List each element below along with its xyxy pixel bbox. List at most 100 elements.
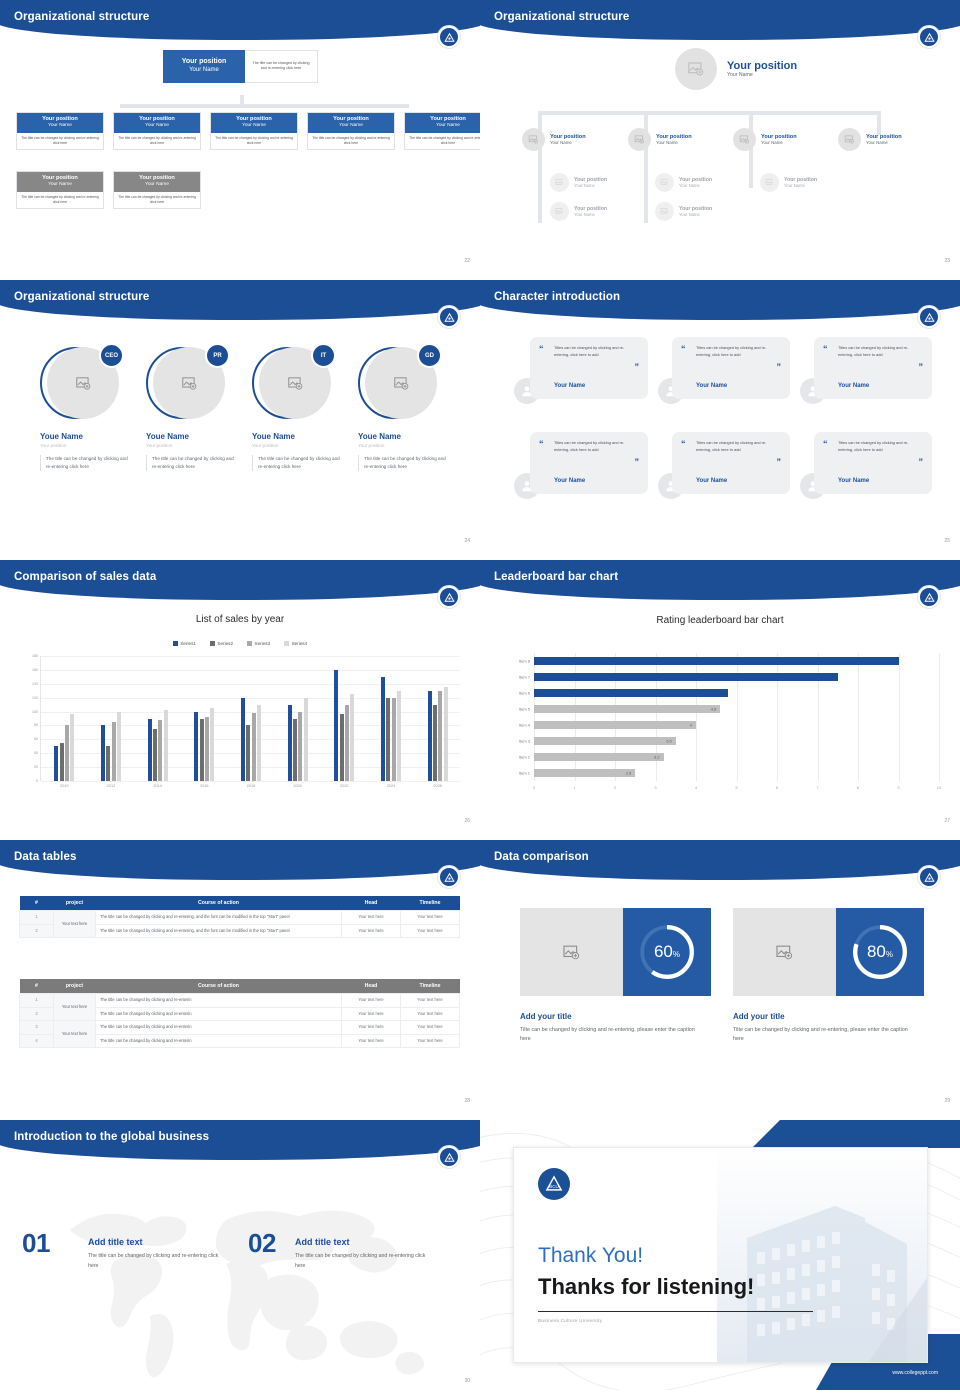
- y-axis-tick: 180: [32, 654, 38, 658]
- org-node[interactable]: Your position Your Name: [733, 128, 797, 151]
- cell-action: The title can be changed by clicking and…: [95, 993, 342, 1008]
- logo-icon: [438, 306, 460, 328]
- y-axis-tick: Item 2: [518, 754, 530, 760]
- block-number: 02: [248, 1228, 276, 1258]
- org-node-name: Your Name: [679, 183, 700, 188]
- org-node[interactable]: Your position Your Name: [655, 202, 712, 221]
- table-row[interactable]: 3 Your text here The title can be change…: [19, 1020, 460, 1049]
- logo-icon: BCU: [538, 1168, 570, 1200]
- quote-text: Titles can be changed by clicking and re…: [838, 345, 909, 357]
- org-node[interactable]: Your position Your Name The title can be…: [113, 171, 201, 210]
- person-position: Your position: [252, 443, 279, 448]
- person-avatar-group[interactable]: GD: [356, 343, 454, 423]
- org-node-head: Your position Your Name: [17, 113, 103, 134]
- photo-placeholder-icon: [655, 173, 674, 192]
- org-node[interactable]: Your position Your Name The title can be…: [113, 112, 201, 151]
- org-node[interactable]: Your position Your Name The title can be…: [16, 112, 104, 151]
- org-node[interactable]: Your position Your Name The title can be…: [404, 112, 480, 151]
- quote-text: Titles can be changed by clicking and re…: [696, 440, 767, 452]
- org-root-node[interactable]: Your position Your Name: [675, 48, 797, 90]
- org-node[interactable]: Your position Your Name: [550, 173, 607, 192]
- person-description: The title can be changed by clicking and…: [146, 455, 238, 472]
- slide-character-introduction: Character introduction “ Titles can be c…: [480, 280, 960, 550]
- person-avatar-group[interactable]: IT: [250, 343, 348, 423]
- table-row[interactable]: 2 The title can be changed by clicking a…: [19, 923, 460, 939]
- person-avatar-group[interactable]: PR: [144, 343, 242, 423]
- grid-line: [41, 725, 460, 727]
- x-axis-tick: 2024: [386, 784, 396, 788]
- cell-index: 3: [19, 1020, 54, 1035]
- org-node[interactable]: Your position Your Name: [760, 173, 817, 192]
- chart-bar: [64, 725, 70, 781]
- slide-data-comparison: Data comparison 60% Add your title Tilte…: [480, 840, 960, 1110]
- table-header-row: # project Course of action Head Timeline: [19, 979, 460, 994]
- org-root-node[interactable]: Your position Your Name The title can be…: [163, 50, 318, 83]
- quote-card[interactable]: “ Titles can be changed by clicking and …: [814, 432, 932, 494]
- block-text: The title can be changed by clicking and…: [295, 1253, 426, 1269]
- org-connector-vertical: [877, 111, 881, 135]
- slide-org-structure-circles: Organizational structure CEO Youe Name Y…: [0, 280, 480, 550]
- quote-card[interactable]: “ Titles can be changed by clicking and …: [530, 432, 648, 494]
- x-axis-tick: 2020: [293, 784, 302, 788]
- legend-label: Series2: [217, 641, 233, 646]
- y-axis-tick: 40: [34, 751, 38, 756]
- quote-open-icon: “: [681, 344, 686, 354]
- org-node-position: Your position: [784, 177, 818, 183]
- photo-placeholder-icon: [655, 202, 674, 221]
- table-row[interactable]: 2 The title can be changed by clicking a…: [19, 1006, 460, 1022]
- donut-ring-icon: [640, 925, 694, 979]
- org-node[interactable]: Your position Your Name: [655, 173, 712, 192]
- org-node-head: Your position Your Name: [114, 113, 200, 134]
- chart-bar: [70, 714, 75, 781]
- chart-bar: [287, 704, 292, 781]
- person-avatar-group[interactable]: CEO: [38, 343, 136, 423]
- org-node[interactable]: Your position Your Name The title can be…: [307, 112, 395, 151]
- quote-card[interactable]: “ Titles can be changed by clicking and …: [530, 337, 648, 399]
- item-title: Add your title: [733, 1012, 785, 1021]
- table-row[interactable]: 1 Your text here The title can be change…: [19, 909, 460, 939]
- org-connector-vertical: [240, 95, 244, 105]
- x-axis-tick: 10: [936, 785, 942, 790]
- chart-bar-row: Item 8: [519, 657, 939, 665]
- grid-line: [41, 767, 460, 769]
- chart-plot-area: 0 20 40 60 80 100 120 140 160 180 2010 2012 2014 2016…: [32, 654, 460, 788]
- university-name: Business Culture University: [538, 1318, 603, 1323]
- org-node[interactable]: Your position Your Name The title can be…: [210, 112, 298, 151]
- chart-bar: [240, 697, 246, 781]
- org-node[interactable]: Your position Your Name: [838, 128, 902, 151]
- quote-card[interactable]: “ Titles can be changed by clicking and …: [672, 432, 790, 494]
- y-axis-tick: 0: [36, 779, 38, 783]
- page-number: 28: [464, 1098, 470, 1104]
- page-number: 24: [464, 538, 470, 544]
- thank-you-card: BCU Thank You! Thanks for listening! Bus…: [513, 1147, 928, 1363]
- photo-placeholder-icon: [628, 128, 651, 151]
- chart-bar: 2.5: [534, 769, 636, 777]
- person-name: Youe Name Your position: [146, 432, 189, 448]
- slide-leaderboard-bar-chart: Leaderboard bar chart Rating leaderboard…: [480, 560, 960, 830]
- chart-bar: [100, 725, 106, 781]
- org-node[interactable]: Your position Your Name: [522, 128, 586, 151]
- thank-you-headline: Thank You!: [538, 1244, 644, 1267]
- chart-title: Rating leaderboard bar chart: [656, 615, 784, 626]
- table-row[interactable]: 4 The title can be changed by clicking a…: [19, 1033, 460, 1049]
- org-node[interactable]: Your position Your Name The title can be…: [16, 171, 104, 210]
- quote-card[interactable]: “ Titles can be changed by clicking and …: [672, 337, 790, 399]
- page-title: Data comparison: [494, 851, 589, 863]
- quote-text: Titles can be changed by clicking and re…: [696, 345, 767, 357]
- org-node[interactable]: Your position Your Name: [550, 202, 607, 221]
- legend-label: Series3: [254, 641, 271, 646]
- chart-bar: [380, 676, 386, 781]
- slide-header: [0, 0, 480, 44]
- table-row[interactable]: 1 Your text here The title can be change…: [19, 992, 460, 1022]
- item-title: Add your title: [520, 1012, 572, 1021]
- legend-item: Series3: [247, 641, 271, 647]
- bar-value-label: 4: [689, 722, 692, 728]
- x-axis-tick: 2018: [246, 784, 256, 788]
- grid-line: [41, 697, 460, 699]
- grid-line: [696, 653, 697, 781]
- website-link[interactable]: www.collegeppt.com: [892, 1370, 938, 1376]
- org-node[interactable]: Your position Your Name: [628, 128, 692, 151]
- column-header: Course of action: [95, 979, 342, 994]
- quote-card[interactable]: “ Titles can be changed by clicking and …: [814, 337, 932, 399]
- block-title: Add title text: [88, 1237, 143, 1247]
